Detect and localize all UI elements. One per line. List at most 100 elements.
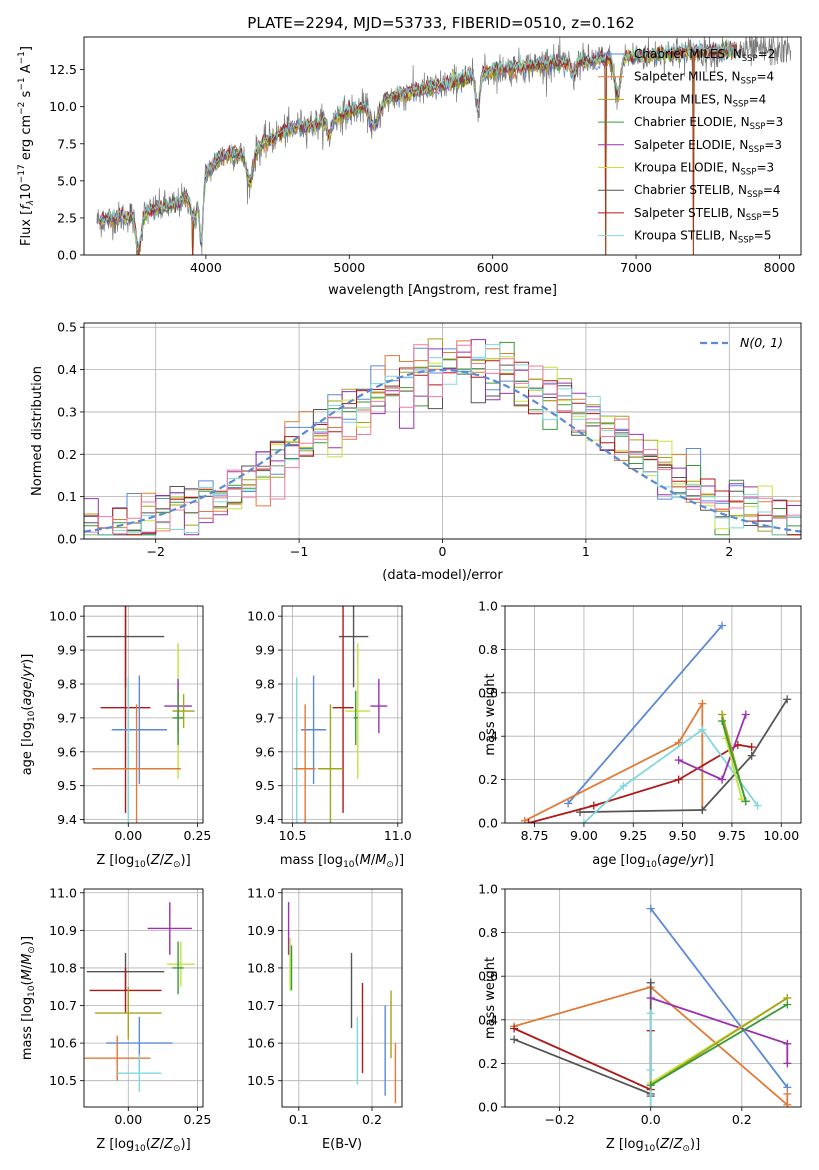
y-tick-label: 11.0 — [49, 885, 77, 900]
weight-series-line — [650, 1003, 788, 1086]
y-tick-label: 0.8 — [478, 642, 498, 657]
weight-series-line — [513, 982, 652, 1097]
y-tick-label: 9.6 — [255, 744, 275, 759]
x-axis-label: mass [log10(M/M⊙)] — [280, 853, 404, 870]
x-axis-label: E(B-V) — [322, 1137, 362, 1152]
y-tick-label: 0.0 — [57, 248, 77, 263]
x-axis-label: Z [log10(Z/Z⊙)] — [606, 1137, 700, 1154]
axes-frame — [83, 322, 802, 540]
y-tick-label: 12.5 — [49, 62, 77, 77]
x-tick-label: 0.2 — [362, 1112, 382, 1127]
y-tick-label: 2.5 — [57, 210, 77, 225]
y-axis-label: mass [log10(M/M⊙)] — [20, 936, 37, 1060]
weight-series-line — [649, 908, 789, 1088]
axes-frame — [83, 605, 204, 824]
y-axis-label: age [log10(age/yr)] — [20, 654, 37, 776]
y-tick-label: 10.7 — [49, 998, 77, 1013]
x-tick-label: 0.25 — [184, 1112, 212, 1127]
chart-panels: 4000 5000 6000 7000 80000.02.55.07.510.012.5… — [17, 36, 802, 1154]
x-tick-label: −0.2 — [544, 1112, 574, 1127]
x-axis-label: Z [log10(Z/Z⊙)] — [96, 1137, 190, 1154]
axes-frame — [83, 888, 204, 1108]
errorbars — [84, 902, 195, 1092]
x-tick-label: 0.00 — [114, 1112, 142, 1127]
x-tick-label: 0.2 — [732, 1112, 752, 1127]
legend-label: Chabrier ELODIE, NSSP=3 — [634, 115, 783, 132]
y-tick-label: 9.7 — [255, 710, 275, 725]
y-tick-label: 0.5 — [57, 320, 77, 335]
y-tick-label: 0.4 — [478, 1012, 498, 1027]
mass_vs_Z-panel: 0.00 0.25 10.5 10.6 10.7 10.8 10.9 11.0 Z [log10… — [20, 885, 211, 1154]
weight_vs_Z-panel: −0.2 0.0 0.2 0.0 0.2 0.4 0.6 0.8 1.0 Z [log10(Z/Z… — [478, 882, 802, 1154]
x-tick-label: 10.5 — [279, 828, 307, 843]
x-tick-label: 0.1 — [289, 1112, 309, 1127]
errorbars — [287, 902, 397, 1104]
spectrum-panel: 4000 5000 6000 7000 8000 0.0 2.5 5.0 7.5 10.0 12.5… — [17, 36, 802, 298]
x-axis-label: (data-model)/error — [382, 568, 503, 583]
legend-label: Chabrier STELIB, NSSP=4 — [634, 183, 781, 200]
figure-title: PLATE=2294, MJD=53733, FIBERID=0510, z=0… — [247, 14, 634, 32]
y-tick-label: 0.0 — [478, 1100, 498, 1115]
x-tick-label: −2 — [146, 544, 164, 559]
axes-frame — [504, 888, 802, 1108]
weight-series-line — [721, 720, 747, 802]
x-tick-label: 2 — [725, 544, 733, 559]
x-tick-label: 11.0 — [384, 828, 412, 843]
y-tick-label: 9.9 — [57, 643, 77, 658]
legend-label: Salpeter ELODIE, NSSP=3 — [634, 138, 782, 155]
x-tick-label: 8.75 — [521, 828, 549, 843]
y-tick-label: 9.7 — [57, 710, 77, 725]
y-tick-label: 0.2 — [478, 772, 498, 787]
legend-label: Salpeter STELIB, NSSP=5 — [634, 206, 779, 223]
x-tick-label: 6000 — [477, 260, 509, 275]
y-tick-label: 0.6 — [478, 685, 498, 700]
x-tick-label: 0.0 — [641, 1112, 661, 1127]
y-tick-label: 10.5 — [49, 1073, 77, 1088]
y-tick-label: 9.8 — [255, 676, 275, 691]
legend-label: Kroupa ELODIE, NSSP=3 — [634, 161, 774, 178]
x-tick-label: 9.50 — [669, 828, 697, 843]
spectrum-lines — [96, 37, 792, 255]
spectrum-legend: Chabrier MILES, NSSP=2 Salpeter MILES, NS… — [598, 47, 783, 246]
x-axis-label: Z [log10(Z/Z⊙)] — [96, 853, 190, 870]
y-tick-label: 9.6 — [57, 744, 77, 759]
x-tick-label: 0.00 — [114, 828, 142, 843]
y-tick-label: 0.6 — [478, 969, 498, 984]
y-tick-label: 10.9 — [247, 923, 275, 938]
x-tick-label: 10.00 — [763, 828, 799, 843]
y-tick-label: 10.6 — [49, 1036, 77, 1051]
y-tick-label: 10.0 — [49, 99, 77, 114]
y-tick-label: 9.9 — [255, 643, 275, 658]
x-tick-label: 5000 — [333, 260, 365, 275]
y-tick-label: 0.1 — [57, 489, 77, 504]
x-axis-label: age [log10(age/yr)] — [592, 853, 714, 870]
gaussian-curve — [84, 368, 801, 533]
x-tick-label: 0.25 — [184, 828, 212, 843]
y-tick-label: 10.7 — [247, 998, 275, 1013]
y-tick-label: 9.5 — [255, 778, 275, 793]
y-tick-label: 9.4 — [255, 812, 275, 827]
y-tick-label: 1.0 — [478, 599, 498, 614]
x-tick-label: 8000 — [764, 260, 796, 275]
y-tick-label: 0.0 — [478, 816, 498, 831]
x-tick-label: 9.25 — [619, 828, 647, 843]
weight-series-line — [650, 997, 788, 1086]
weight-lines — [510, 904, 792, 1107]
y-tick-label: 1.0 — [478, 882, 498, 897]
y-tick-label: 10.9 — [49, 923, 77, 938]
y-tick-label: 0.2 — [478, 1056, 498, 1071]
age_vs_mass-panel: 10.5 11.0 9.4 9.5 9.6 9.7 9.8 9.9 10.0 mass [log1… — [247, 605, 412, 870]
histogram-series — [84, 344, 801, 535]
y-axis-label: Normed distribution — [30, 366, 45, 496]
y-tick-label: 9.5 — [57, 778, 77, 793]
y-tick-label: 0.3 — [57, 404, 77, 419]
weight-series-line — [567, 624, 723, 805]
x-tick-label: 1 — [582, 544, 590, 559]
y-tick-label: 5.0 — [57, 173, 77, 188]
weight-series-line — [513, 986, 789, 1107]
y-tick-label: 10.0 — [247, 609, 275, 624]
y-tick-label: 10.6 — [247, 1036, 275, 1051]
weight-series-line — [513, 1027, 652, 1091]
legend-label: Salpeter MILES, NSSP=4 — [634, 70, 774, 87]
